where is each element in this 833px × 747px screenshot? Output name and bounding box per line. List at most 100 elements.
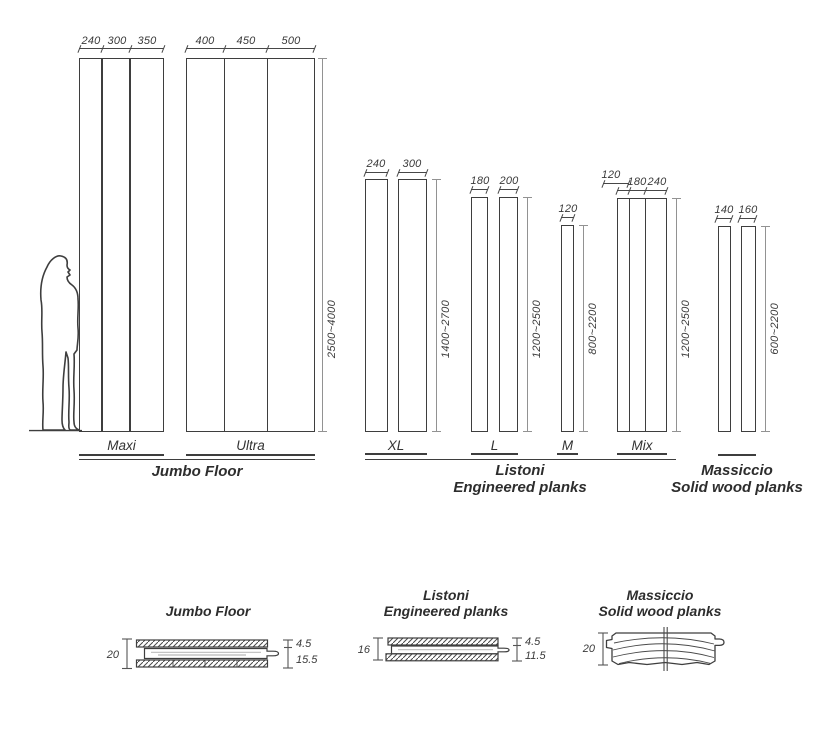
- dim-label: 180: [470, 175, 490, 187]
- backing-layer-joints: [172, 660, 238, 667]
- backing-layer: [135, 659, 269, 668]
- dim-tick: [312, 44, 317, 53]
- plank-group-maxi: [79, 58, 164, 432]
- plank-xl-300: [398, 179, 427, 432]
- group-underline: [79, 454, 164, 456]
- length-range-label: 1200~2500: [680, 300, 692, 359]
- group-label-m: M: [561, 438, 574, 453]
- dim-label: 120: [601, 169, 621, 181]
- plank-divider: [129, 59, 131, 431]
- dim-tick: [128, 44, 133, 53]
- section-title-line1: Listoni: [423, 587, 469, 603]
- core-layer-with-tongue: [143, 647, 280, 660]
- family-title-line1: Massiccio: [701, 462, 773, 479]
- dim-label: 240: [366, 158, 386, 170]
- section-title-line1: Massiccio: [626, 587, 694, 603]
- dim-cap: [671, 430, 682, 432]
- human-silhouette: [29, 255, 82, 432]
- wear-layer-label: 4.5: [296, 638, 312, 650]
- plank-divider: [223, 59, 226, 431]
- thickness-dim-left: [598, 632, 608, 666]
- family-subtitle: Solid wood planks: [671, 478, 803, 496]
- dim-label: 300: [107, 35, 127, 47]
- group-underline: [365, 453, 427, 455]
- plank-divider: [644, 199, 647, 431]
- dim-cap: [317, 58, 328, 60]
- dimension-line: [601, 179, 631, 188]
- length-dimension-line: [760, 226, 771, 432]
- family-title-massiccio: Massiccio Solid wood planks: [637, 462, 833, 496]
- group-label-xl: XL: [387, 438, 405, 453]
- dim-tick: [265, 44, 270, 53]
- center-cut-line: [663, 627, 668, 671]
- dim-cap: [431, 430, 442, 432]
- family-title-line1: Listoni: [495, 462, 545, 479]
- group-label-l: L: [490, 438, 499, 453]
- plank-divider: [101, 59, 103, 431]
- dim-tick: [363, 168, 368, 177]
- cross-section-jumbo: 20 4.5 15.5: [106, 638, 318, 670]
- wear-layer-label: 4.5: [525, 636, 541, 648]
- length-range-label: 2500~4000: [326, 300, 338, 359]
- length-dimension-line: [317, 58, 328, 432]
- plank-massiccio-160: [741, 226, 756, 432]
- dim-cap: [671, 198, 682, 200]
- dimension-line: [363, 168, 390, 177]
- group-underline: [617, 453, 667, 455]
- total-thickness-label: 20: [582, 643, 596, 655]
- plank-group-mix: [617, 198, 667, 432]
- family-line-listoni: [365, 459, 676, 461]
- dim-label: 140: [714, 204, 734, 216]
- family-subtitle: Engineered planks: [453, 478, 587, 496]
- dimension-line: [559, 213, 576, 222]
- dim-label: 160: [738, 204, 758, 216]
- section-title-listoni: Listoni Engineered planks: [346, 587, 546, 619]
- dim-cap: [578, 225, 589, 227]
- dimension-line: [396, 168, 429, 177]
- section-title-massiccio: Massiccio Solid wood planks: [560, 587, 760, 619]
- dimension-line: [714, 214, 734, 223]
- layer-dim-right: [283, 639, 293, 669]
- group-label-mix: Mix: [631, 438, 653, 453]
- plank-m-120: [561, 225, 574, 432]
- group-underline: [471, 453, 518, 455]
- dim-tick: [100, 44, 105, 53]
- group-underline: [557, 453, 578, 455]
- dim-cap: [578, 430, 589, 432]
- dim-tick: [222, 44, 227, 53]
- solid-plank-profile: [605, 632, 725, 666]
- length-dimension-line: [671, 198, 682, 432]
- thickness-dim-left: [122, 638, 132, 670]
- core-thickness-label: 11.5: [525, 650, 546, 662]
- thickness-dim-left: [373, 637, 383, 661]
- group-label-ultra: Ultra: [236, 438, 265, 453]
- dim-label: 200: [499, 175, 519, 187]
- cross-section-massiccio: 20: [582, 627, 725, 671]
- dim-tick: [184, 44, 189, 53]
- dim-tick: [77, 44, 82, 53]
- section-subtitle: Solid wood planks: [598, 603, 722, 619]
- dim-label: 500: [281, 35, 301, 47]
- dim-label: 350: [137, 35, 157, 47]
- length-dimension-line: [522, 197, 533, 432]
- dim-tick: [385, 168, 390, 177]
- dim-tick: [424, 168, 429, 177]
- plank-divider: [628, 199, 631, 431]
- layer-dim-right: [512, 637, 522, 662]
- dim-cap: [317, 430, 328, 432]
- dim-label: 300: [402, 158, 422, 170]
- dimension-line: [737, 214, 758, 223]
- dim-cap: [760, 226, 771, 228]
- dim-label: 450: [236, 35, 256, 47]
- dim-label: 240: [81, 35, 101, 47]
- section-title-jumbo: Jumbo Floor: [165, 603, 251, 619]
- length-dimension-line: [431, 179, 442, 432]
- length-dimension-line: [578, 225, 589, 432]
- group-label-maxi: Maxi: [107, 438, 136, 453]
- plank-xl-240: [365, 179, 388, 432]
- group-underline: [718, 454, 756, 456]
- plank-divider: [266, 59, 269, 431]
- dim-tick: [396, 168, 401, 177]
- dim-label: 180: [627, 176, 647, 188]
